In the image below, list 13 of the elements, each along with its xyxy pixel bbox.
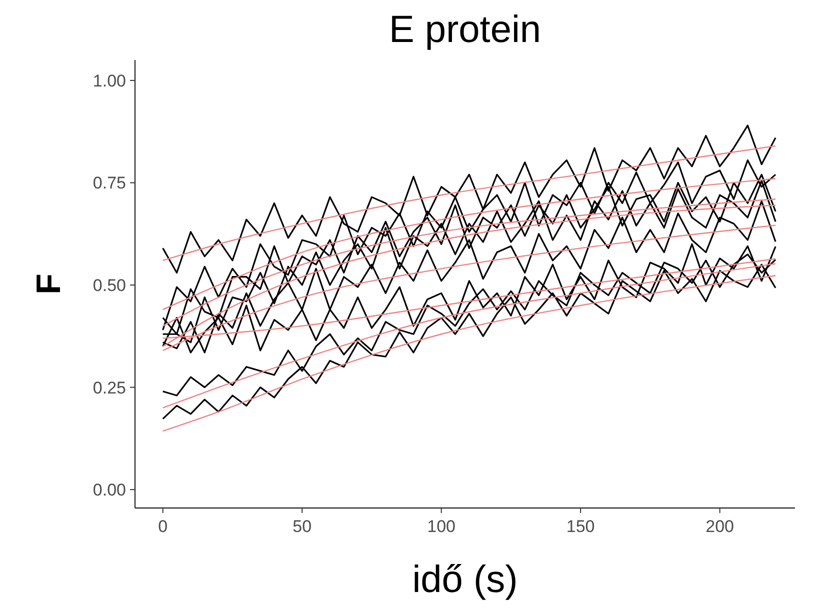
- x-tick-label: 200: [706, 517, 734, 536]
- x-axis-title: idő (s): [412, 559, 518, 601]
- y-tick-label: 1.00: [92, 71, 126, 90]
- y-tick-label: 0.50: [92, 276, 126, 296]
- y-tick-label: 0.25: [92, 378, 126, 398]
- y-axis-title: F: [30, 274, 68, 294]
- x-tick-label: 100: [427, 517, 456, 536]
- chart-title: E protein: [388, 9, 542, 51]
- x-tick-label: 50: [292, 517, 312, 536]
- x-tick-label: 0: [158, 517, 168, 536]
- y-tick-label: 0.00: [92, 480, 126, 500]
- y-tick-label: 0.75: [92, 174, 126, 193]
- x-tick-label: 150: [566, 517, 595, 536]
